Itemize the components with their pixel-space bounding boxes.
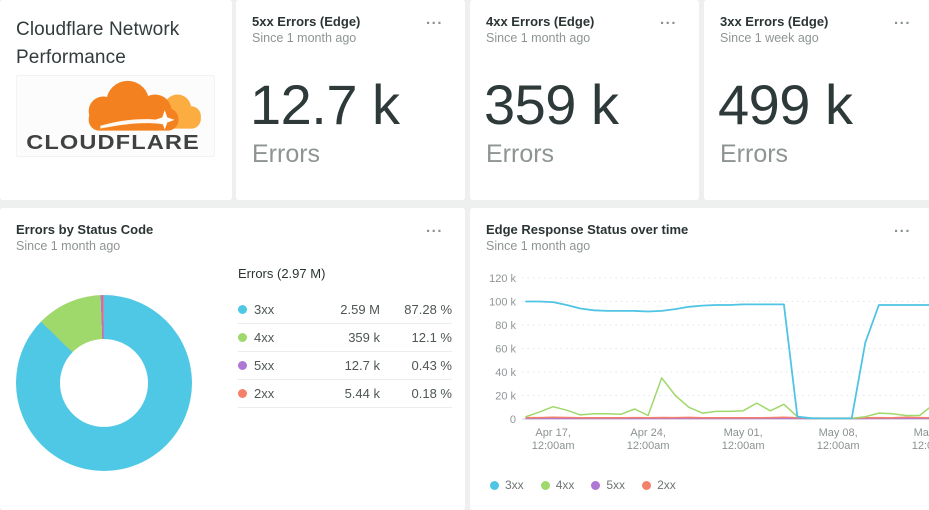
y-axis-tick-label: 60 k [495, 344, 516, 356]
cloudflare-logo: CLOUDFLARE [16, 75, 215, 157]
metric-card-3xx-errors: 3xx Errors (Edge) Since 1 week ago ... 4… [704, 0, 929, 200]
x-axis-tick-label: May 08, [819, 427, 858, 439]
series-value: 12.7 k [344, 358, 380, 373]
series-value: 2.59 M [340, 302, 380, 317]
card-menu-icon[interactable]: ... [425, 219, 443, 236]
series-color-dot [540, 480, 550, 490]
series-name: 4xx [254, 330, 275, 345]
dashboard-title: Cloudflare Network Performance [16, 19, 180, 68]
x-axis-tick-label: 12:00am [817, 440, 860, 452]
y-axis-tick-label: 20 k [495, 391, 516, 403]
x-axis-tick-label: Apr 24, [630, 427, 665, 439]
x-axis-tick-label: May 01, [724, 427, 763, 439]
card-menu-icon[interactable]: ... [425, 11, 443, 28]
metric-value: 12.7 k [250, 73, 400, 136]
card-title: Errors by Status Code [16, 222, 154, 237]
series-name: 3xx [254, 302, 275, 317]
y-axis-tick-label: 0 [510, 414, 516, 426]
series-line-3xx[interactable] [525, 300, 929, 420]
metric-card-4xx-errors: 4xx Errors (Edge) Since 1 month ago ... … [470, 0, 699, 200]
status-code-donut-chart[interactable] [16, 295, 192, 471]
series-color-dot [642, 480, 652, 490]
x-axis-tick-label: 12:00am [627, 440, 670, 452]
x-axis-tick-label: May 15, [914, 427, 929, 439]
series-value: 359 k [348, 330, 380, 345]
legend-row-3xx[interactable]: 3xx 2.59 M 87.28 % [238, 296, 452, 324]
series-line-4xx[interactable] [525, 377, 929, 420]
card-title: Edge Response Status over time [486, 222, 689, 237]
donut-hole [60, 339, 148, 427]
x-axis-tick-label: 12:00am [532, 440, 575, 452]
metric-card-5xx-errors: 5xx Errors (Edge) Since 1 month ago ... … [236, 0, 465, 200]
errors-by-status-code-card: Errors by Status Code Since 1 month ago … [0, 208, 465, 510]
metric-unit-label: Errors [486, 140, 555, 168]
metric-value: 499 k [718, 73, 853, 136]
legend-item-4xx[interactable]: 4xx [540, 478, 575, 492]
card-title: 3xx Errors (Edge) [720, 14, 829, 29]
legend-row-4xx[interactable]: 4xx 359 k 12.1 % [238, 324, 452, 352]
metric-unit-label: Errors [252, 140, 321, 168]
card-subtitle: Since 1 month ago [252, 31, 357, 45]
y-axis-tick-label: 120 k [489, 273, 516, 285]
cloudflare-logo-wordmark: CLOUDFLARE [26, 131, 200, 154]
donut-legend-table: Errors (2.97 M) 3xx 2.59 M 87.28 % 4xx 3… [238, 264, 452, 408]
series-name: 5xx [254, 358, 275, 373]
series-name: 2xx [254, 386, 275, 401]
card-subtitle: Since 1 month ago [486, 239, 591, 253]
card-menu-icon[interactable]: ... [659, 11, 677, 28]
legend-item-2xx[interactable]: 2xx [642, 478, 676, 492]
y-axis-tick-label: 40 k [495, 367, 516, 379]
card-subtitle: Since 1 month ago [16, 239, 121, 253]
series-percent: 12.1 % [411, 330, 452, 345]
series-color-dot [238, 389, 247, 398]
x-axis-tick-label: Apr 17, [535, 427, 570, 439]
y-axis-tick-label: 100 k [489, 297, 516, 309]
legend-row-2xx[interactable]: 2xx 5.44 k 0.18 % [238, 380, 452, 408]
y-axis-tick-label: 80 k [495, 320, 516, 332]
series-line-2xx[interactable] [525, 416, 929, 419]
series-name: 5xx [606, 478, 626, 492]
series-color-dot [238, 333, 247, 342]
card-title: 5xx Errors (Edge) [252, 14, 361, 29]
card-menu-icon[interactable]: ... [893, 11, 911, 28]
legend-item-3xx[interactable]: 3xx [490, 478, 524, 492]
series-name: 2xx [657, 478, 676, 492]
series-percent: 0.18 % [411, 386, 452, 401]
card-title: 4xx Errors (Edge) [486, 14, 595, 29]
edge-response-status-card: Edge Response Status over time Since 1 m… [470, 208, 929, 510]
series-name: 4xx [555, 478, 575, 492]
series-name: 3xx [505, 478, 524, 492]
cloudflare-cloud-icon [88, 80, 201, 131]
x-axis-tick-label: 12:00am [912, 440, 929, 452]
series-color-dot [591, 480, 601, 490]
cloudflare-logo-image: CLOUDFLARE [26, 80, 201, 154]
metric-value: 359 k [484, 73, 619, 136]
series-color-dot [238, 361, 247, 370]
line-chart-legend: 3xx 4xx 5xx 2xx [490, 478, 676, 492]
series-percent: 0.43 % [411, 358, 452, 373]
series-percent: 87.28 % [404, 302, 452, 317]
card-subtitle: Since 1 week ago [720, 31, 819, 45]
card-menu-icon[interactable]: ... [893, 219, 911, 236]
metric-unit-label: Errors [720, 140, 789, 168]
legend-table-header: Errors (2.97 M) [238, 266, 326, 281]
x-axis-tick-label: 12:00am [722, 440, 765, 452]
dashboard-header-card: Cloudflare Network Performance CLOUDFLAR… [0, 0, 232, 200]
legend-item-5xx[interactable]: 5xx [591, 478, 625, 492]
series-color-dot [238, 305, 247, 314]
series-color-dot [490, 480, 499, 490]
card-subtitle: Since 1 month ago [486, 31, 591, 45]
legend-row-5xx[interactable]: 5xx 12.7 k 0.43 % [238, 352, 452, 380]
series-value: 5.44 k [344, 386, 380, 401]
